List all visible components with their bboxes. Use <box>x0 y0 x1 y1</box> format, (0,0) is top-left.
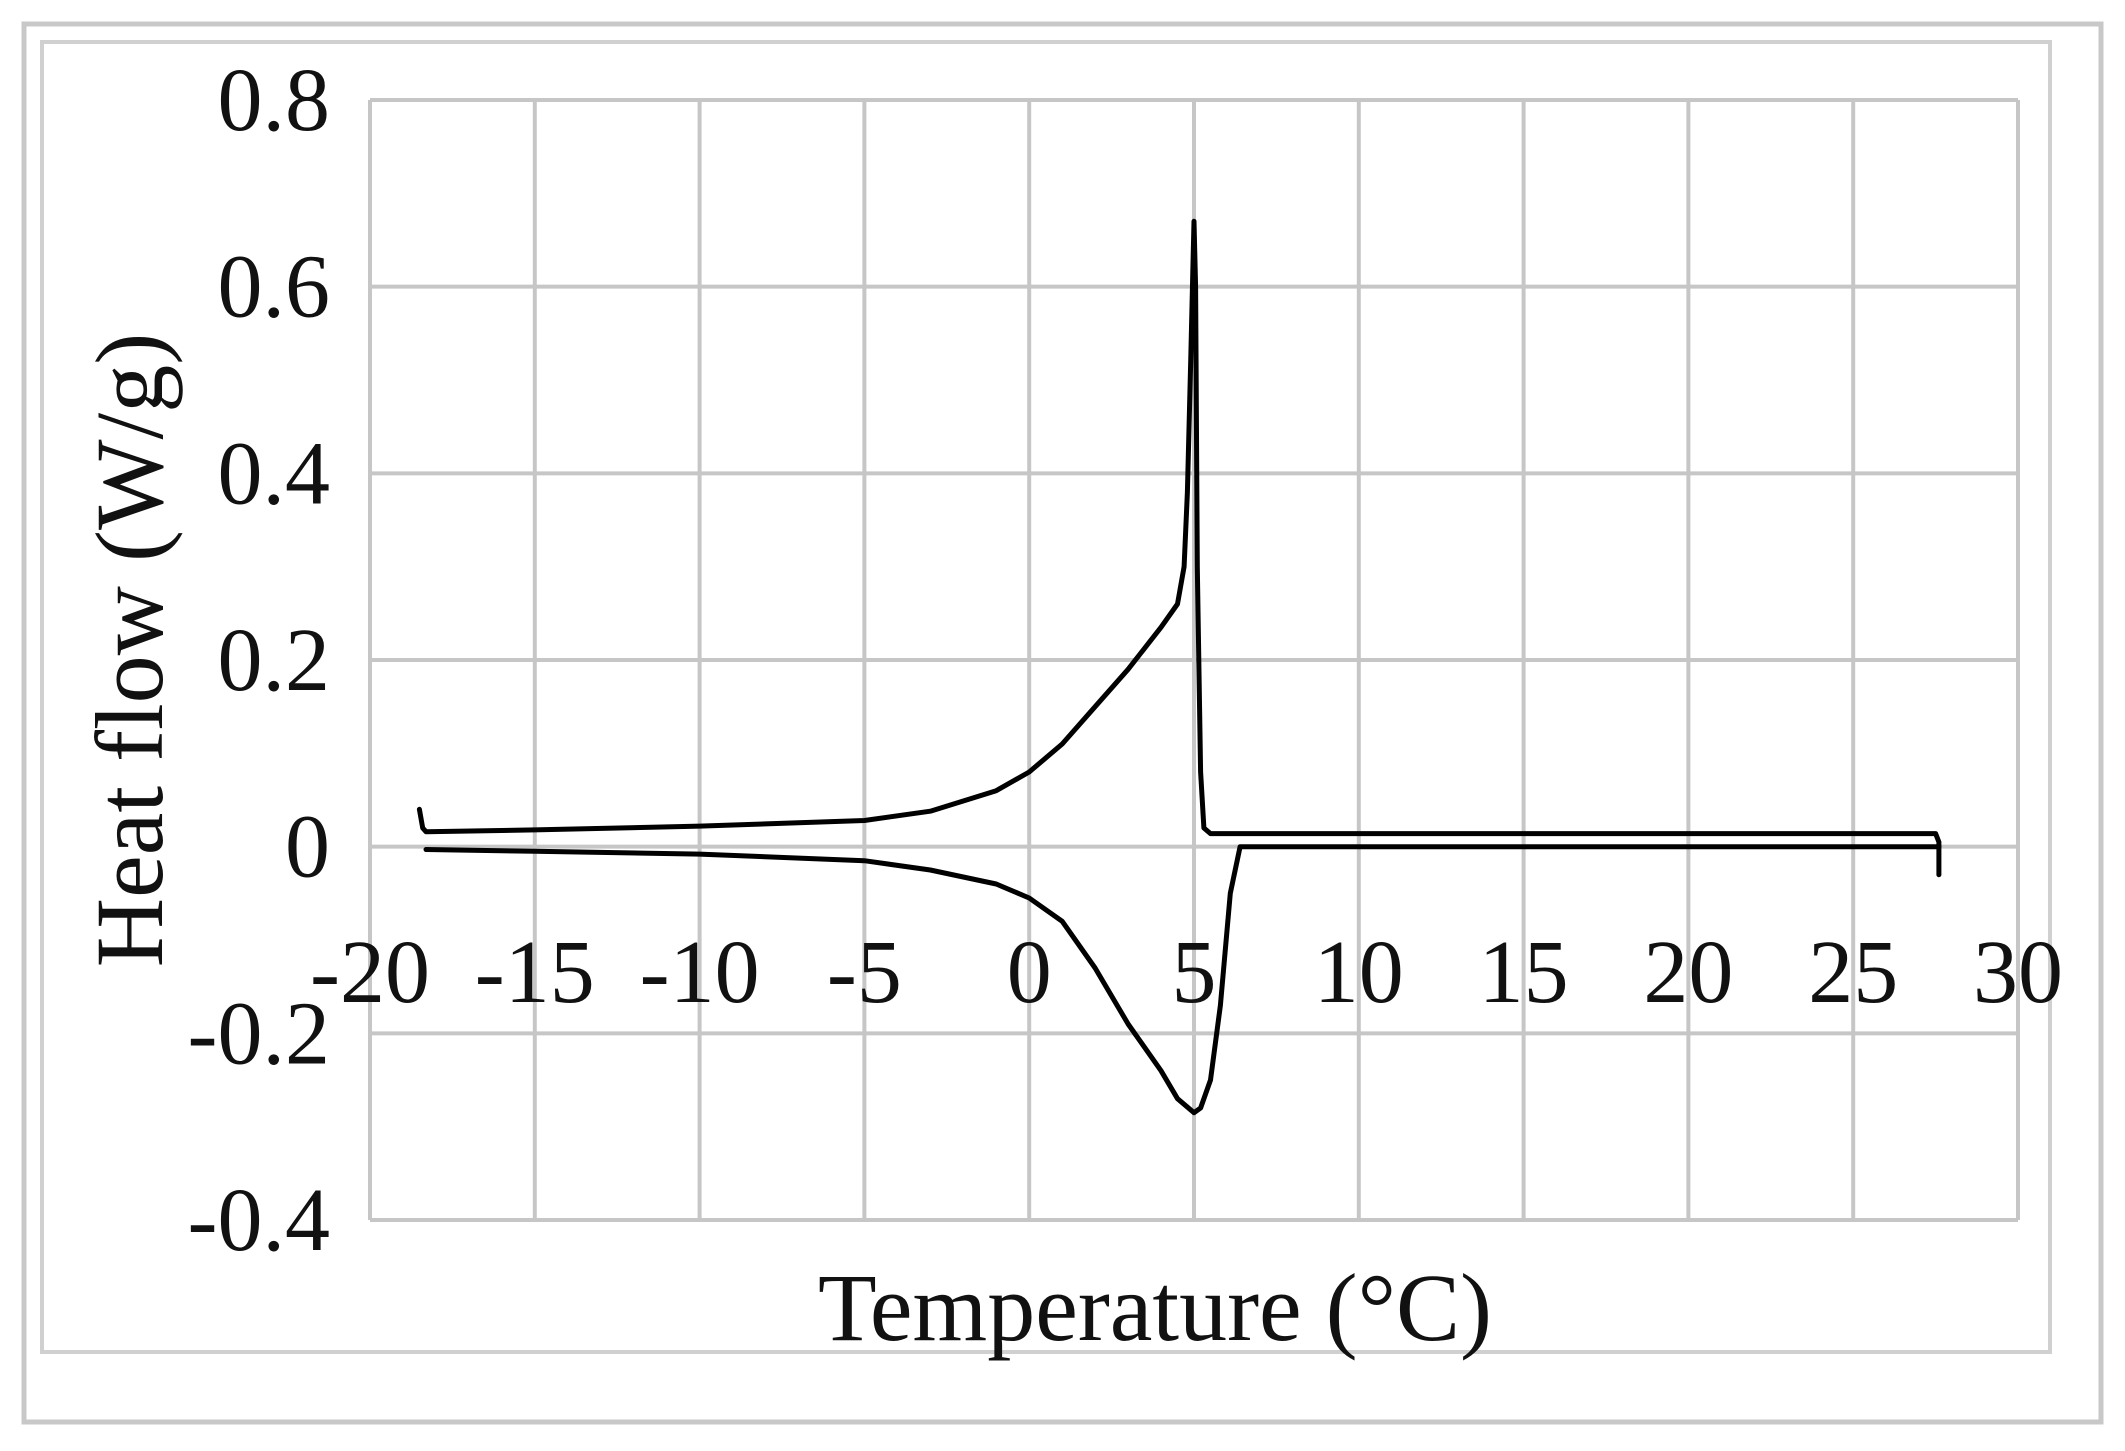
x-tick-label: 25 <box>1808 923 1898 1022</box>
x-tick-label: -20 <box>310 923 430 1022</box>
inner-border <box>40 40 2052 1354</box>
y-tick-label: 0.6 <box>218 238 331 337</box>
y-tick-label: -0.4 <box>188 1171 330 1270</box>
y-axis-title: Heat flow (W/g) <box>76 333 183 967</box>
y-tick-label: 0.8 <box>218 51 331 150</box>
x-tick-label: -15 <box>475 923 595 1022</box>
series-line-cooling <box>416 218 1942 878</box>
outer-border <box>21 21 2104 1425</box>
x-tick-label: -10 <box>640 923 760 1022</box>
y-tick-label: 0.4 <box>218 424 331 523</box>
x-axis-title: Temperature (°C) <box>818 1254 1492 1361</box>
x-tick-label: 15 <box>1479 923 1569 1022</box>
x-tick-label: 20 <box>1643 923 1733 1022</box>
series <box>416 218 1942 1116</box>
x-tick-label: 30 <box>1973 923 2063 1022</box>
y-tick-label: 0 <box>285 798 330 897</box>
y-tick-label: -0.2 <box>188 984 330 1083</box>
x-tick-label: 10 <box>1314 923 1404 1022</box>
series-line-heating <box>423 844 1942 1116</box>
tick-labels: 0.8 0.6 0.4 0.2 0 -0.2 -0.4 -20 -15 -10 -5 0 5 10 15 20… <box>188 51 2063 1270</box>
x-tick-label: -5 <box>827 923 902 1022</box>
x-tick-label: 0 <box>1007 923 1052 1022</box>
x-tick-label: 5 <box>1172 923 1217 1022</box>
y-tick-label: 0.2 <box>218 611 331 710</box>
